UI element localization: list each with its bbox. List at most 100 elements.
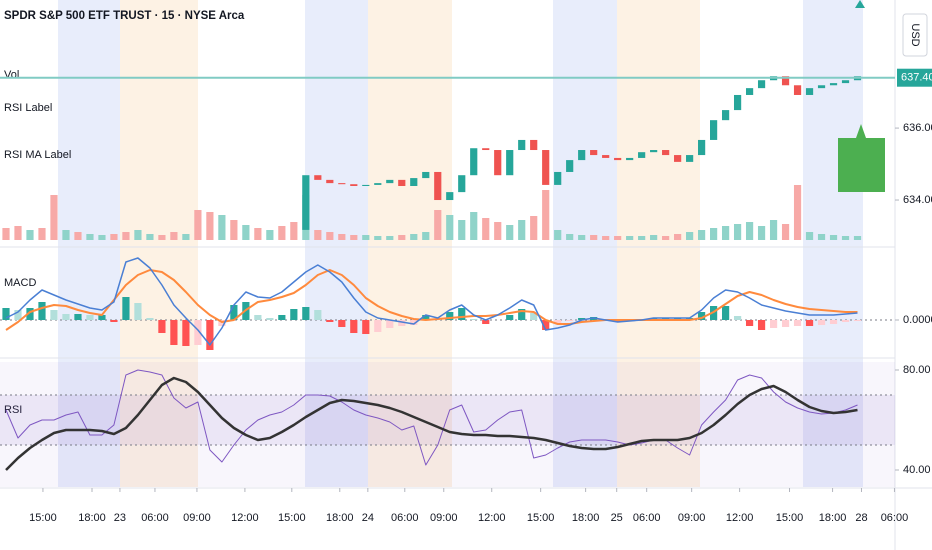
- x-tick-label: 18:00: [326, 512, 354, 524]
- x-tick-label: 28: [855, 512, 867, 524]
- x-tick-label: 09:00: [678, 512, 706, 524]
- candle-body: [662, 150, 670, 156]
- signal-arrow: [855, 0, 865, 8]
- histogram-bar: [757, 320, 766, 330]
- x-tick-label: 12:00: [726, 512, 754, 524]
- volume-bar: [781, 224, 790, 240]
- indicator-label: RSI Label: [4, 102, 52, 114]
- session-band: [617, 0, 700, 487]
- volume-bar: [182, 234, 190, 240]
- x-tick-label: 15:00: [527, 512, 555, 524]
- volume-bar: [350, 235, 358, 240]
- histogram-bar: [566, 320, 574, 321]
- candle-body: [626, 157, 634, 161]
- session-band: [58, 0, 120, 487]
- x-tick-label: 06:00: [391, 512, 419, 524]
- histogram-bar: [554, 320, 562, 324]
- x-tick-label: 06:00: [881, 512, 909, 524]
- macd-line: [5, 257, 858, 346]
- histogram-bar: [194, 320, 202, 345]
- candle-body: [398, 179, 406, 186]
- volume-bar: [482, 218, 490, 240]
- volume-bar: [662, 236, 670, 240]
- volume-bar: [614, 236, 622, 240]
- volume-bar: [62, 230, 70, 240]
- session-band: [553, 0, 617, 487]
- volume-bar: [98, 235, 106, 240]
- histogram-bar: [134, 303, 142, 320]
- candle-body: [698, 139, 706, 156]
- indicator-label: RSI: [4, 404, 22, 416]
- volume-bar: [829, 235, 838, 240]
- x-tick-label: 06:00: [141, 512, 169, 524]
- histogram-bar: [745, 320, 754, 326]
- volume-bar: [446, 215, 454, 240]
- volume-bar: [14, 226, 22, 240]
- candle-body: [757, 80, 766, 89]
- indicator-label: Vol: [4, 69, 19, 81]
- histogram-bar: [218, 320, 226, 326]
- histogram-bar: [326, 320, 334, 322]
- volume-bar: [26, 230, 34, 240]
- histogram-bar: [266, 318, 274, 320]
- volume-bar: [674, 234, 682, 240]
- volume-bar: [817, 234, 826, 240]
- volume-bar: [38, 228, 46, 240]
- histogram-bar: [182, 320, 190, 346]
- volume-bar: [422, 232, 430, 240]
- candle-body: [638, 152, 646, 158]
- histogram-bar: [817, 320, 826, 325]
- volume-bar: [805, 232, 814, 240]
- currency-box[interactable]: [902, 13, 928, 57]
- candle-body: [686, 155, 694, 162]
- volume-bar: [458, 220, 466, 240]
- volume-bar: [638, 236, 646, 240]
- volume-bar: [170, 232, 178, 240]
- session-band: [803, 0, 863, 487]
- x-tick-label: 12:00: [231, 512, 259, 524]
- volume-bar: [494, 222, 502, 240]
- histogram-bar: [158, 320, 166, 333]
- x-tick-label: 09:00: [183, 512, 211, 524]
- volume-bar: [434, 210, 442, 240]
- volume-bar: [194, 210, 202, 240]
- histogram-bar: [362, 320, 370, 334]
- histogram-bar: [2, 308, 10, 320]
- volume-bar: [206, 212, 214, 240]
- volume-bar: [686, 232, 694, 240]
- signal-line: [5, 269, 858, 331]
- volume-bar: [757, 226, 766, 240]
- histogram-bar: [170, 320, 178, 345]
- candle-body: [721, 110, 730, 121]
- histogram-bar: [446, 312, 454, 320]
- volume-bar: [530, 216, 538, 240]
- volume-bar: [554, 230, 562, 240]
- y-tick-label: 40.00: [903, 464, 931, 476]
- rsi-line: [5, 369, 858, 466]
- volume-bar: [698, 230, 706, 240]
- histogram-bar: [841, 320, 850, 322]
- histogram-bar: [805, 320, 814, 326]
- histogram-bar: [206, 320, 214, 350]
- histogram-bar: [62, 314, 70, 320]
- histogram-bar: [542, 320, 550, 330]
- candle-body: [614, 157, 622, 161]
- histogram-bar: [14, 310, 22, 320]
- histogram-bar: [314, 310, 322, 320]
- histogram-bar: [470, 319, 478, 320]
- currency[interactable]: USD: [909, 23, 921, 46]
- chart-title: SPDR S&P 500 ETF TRUST · 15 · NYSE Arca: [4, 10, 245, 22]
- histogram-bar: [530, 313, 538, 320]
- volume-bar: [158, 235, 166, 240]
- y-tick-label: 636.00: [903, 122, 932, 134]
- histogram-bar: [74, 314, 82, 320]
- volume-bar: [745, 222, 754, 240]
- histogram-bar: [278, 315, 286, 320]
- volume-bar: [590, 235, 598, 240]
- volume-bar: [566, 234, 574, 240]
- candle-body: [542, 150, 550, 185]
- volume-bar: [122, 232, 130, 240]
- x-tick-label: 25: [611, 512, 623, 524]
- volume-bar: [110, 234, 118, 240]
